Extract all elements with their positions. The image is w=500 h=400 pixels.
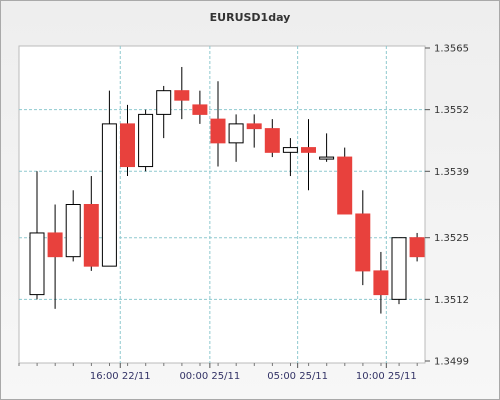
candle — [138, 109, 154, 172]
candle — [264, 119, 280, 158]
candle-body-down — [337, 156, 353, 215]
candle-body-down — [246, 123, 262, 130]
candle-body-down — [409, 237, 425, 258]
candle — [319, 133, 335, 162]
x-tick-label: 05:00 25/11 — [267, 371, 328, 382]
candle-body-down — [83, 204, 99, 267]
candle-body-down — [174, 90, 190, 101]
candle-body-up — [65, 204, 81, 258]
candle — [83, 176, 99, 271]
candle — [47, 204, 63, 309]
candle — [337, 147, 353, 215]
candle-body-down — [210, 118, 226, 144]
candle — [409, 232, 425, 262]
x-tick-label: 00:00 25/11 — [179, 371, 240, 382]
candle-body-up — [282, 147, 298, 153]
candle — [192, 90, 208, 124]
candle-body-up — [101, 123, 117, 267]
candle — [301, 119, 316, 191]
x-tick-label: 10:00 25/11 — [356, 371, 417, 382]
candle — [228, 114, 244, 162]
y-tick-label: 1.3552 — [434, 105, 469, 116]
candle — [282, 138, 298, 177]
candle-body-down — [301, 147, 316, 153]
candle — [391, 237, 407, 305]
candle — [355, 190, 371, 286]
candle-body-down — [373, 270, 389, 296]
candle-body-up — [138, 113, 154, 168]
candle-body-down — [47, 232, 63, 258]
y-tick-label: 1.3499 — [434, 357, 469, 368]
x-tick-label: 16:00 22/11 — [90, 371, 151, 382]
candle — [210, 81, 226, 167]
candle-body-down — [264, 128, 280, 153]
candle-body-up — [29, 232, 45, 296]
candle-body-up — [156, 90, 172, 115]
candle — [29, 171, 45, 300]
candle-body-down — [355, 213, 371, 272]
candle — [120, 104, 135, 177]
candle-body-down — [192, 104, 208, 115]
y-tick-label: 1.3512 — [434, 295, 469, 306]
candle-body-up — [391, 237, 407, 300]
y-tick-label: 1.3565 — [434, 44, 469, 55]
y-tick-label: 1.3539 — [434, 167, 469, 178]
chart-title: EURUSD1day — [210, 11, 291, 24]
candle-body-up — [228, 123, 244, 144]
candles — [29, 66, 425, 314]
axes — [18, 47, 430, 368]
candle — [174, 66, 190, 120]
candle — [65, 190, 81, 262]
candle — [246, 114, 262, 148]
candle-body-up — [319, 156, 335, 160]
candle — [156, 85, 172, 139]
axis-labels: 1.3565 1.3552 1.3539 1.3525 1.3512 1.3499 16:0… — [90, 44, 469, 383]
candle — [373, 251, 389, 314]
y-tick-label: 1.3525 — [434, 233, 469, 244]
candle — [101, 90, 117, 267]
candle-body-down — [120, 123, 135, 168]
